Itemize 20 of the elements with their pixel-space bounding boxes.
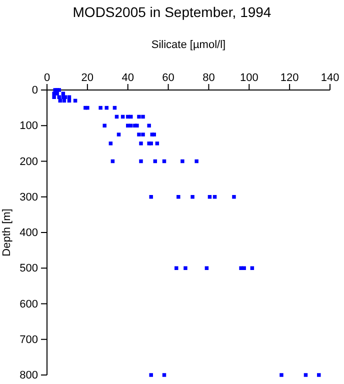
x-tick-label: 100 <box>240 72 258 84</box>
x-axis-title: Silicate [µmol/l] <box>151 39 226 51</box>
x-tick-label: 60 <box>162 72 174 84</box>
chart-title: MODS2005 in September, 1994 <box>72 4 272 20</box>
x-tick-label: 120 <box>280 72 299 84</box>
y-tick-label: 800 <box>20 370 38 382</box>
x-tick-label: 80 <box>202 72 215 84</box>
y-tick-label: 200 <box>20 156 38 168</box>
y-tick-label: 100 <box>20 120 38 132</box>
x-tick-label: 40 <box>122 72 134 84</box>
y-tick-label: 600 <box>20 298 38 310</box>
y-tick-label: 700 <box>20 334 38 346</box>
x-tick-label: 0 <box>44 72 50 84</box>
y-tick-label: 400 <box>20 227 38 240</box>
y-tick-label: 0 <box>32 84 38 97</box>
x-tick-label: 140 <box>320 72 340 84</box>
x-tick-label: 20 <box>81 72 94 84</box>
y-tick-label: 500 <box>20 262 38 275</box>
y-tick-label: 300 <box>20 191 38 204</box>
y-axis-title: Depth [m] <box>1 208 13 256</box>
